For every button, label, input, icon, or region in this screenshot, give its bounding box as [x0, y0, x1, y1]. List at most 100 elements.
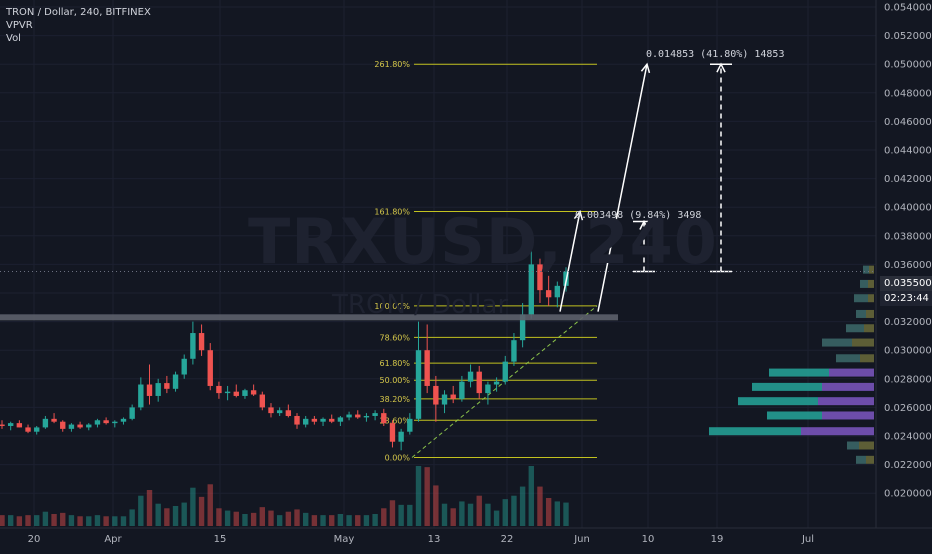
volume-bar — [60, 512, 66, 526]
volume-profile-up — [822, 338, 852, 347]
volume-bar — [250, 512, 257, 526]
volume-bar — [94, 515, 101, 526]
resistance-band — [0, 314, 618, 321]
volume-bar — [537, 486, 543, 526]
price-tick-label: 0.032000 — [884, 317, 932, 328]
price-tick-label: 0.040000 — [884, 203, 932, 214]
candle-body — [545, 290, 552, 298]
volume-bar — [485, 503, 491, 526]
candle-body — [0, 424, 5, 426]
volume-bar — [467, 503, 474, 526]
volume-bar — [459, 501, 465, 526]
vpvr-indicator-label[interactable]: VPVR — [6, 20, 33, 31]
time-tick-label: Jun — [573, 534, 590, 545]
candle-body — [233, 391, 239, 396]
candle-body — [16, 423, 23, 428]
volume-bar — [172, 506, 179, 526]
candle-body — [459, 381, 465, 399]
candle-body — [138, 384, 144, 408]
candle-body — [259, 394, 265, 408]
candle-body — [198, 333, 205, 351]
candle-body — [86, 424, 92, 428]
volume-indicator-label[interactable]: Vol — [6, 33, 21, 44]
volume-bar — [433, 485, 439, 526]
volume-profile-up — [709, 427, 801, 436]
candle-body — [450, 394, 456, 399]
candle-body — [120, 418, 127, 422]
fib-level-label: 100.00% — [374, 302, 410, 311]
candle-body — [112, 421, 118, 424]
candle-body — [172, 374, 179, 389]
candle-body — [190, 333, 196, 359]
candle-body — [294, 415, 300, 425]
price-tick-label: 0.030000 — [884, 346, 932, 357]
volume-bar — [146, 490, 153, 526]
volume-profile-down — [818, 397, 874, 406]
candle-body — [441, 394, 448, 405]
measure-big-head — [716, 62, 726, 73]
time-tick-label: May — [334, 534, 355, 545]
candle-body — [103, 420, 109, 424]
candle-body — [25, 427, 31, 432]
volume-profile-up — [847, 441, 859, 450]
volume-bar — [554, 501, 561, 526]
candle-body — [207, 350, 213, 386]
volume-bar — [285, 511, 292, 526]
volume-bar — [450, 508, 456, 526]
candle-body — [476, 371, 482, 394]
volume-bar — [0, 515, 5, 526]
grid-lines — [0, 0, 876, 528]
volume-profile-down — [864, 324, 874, 333]
volume-bar — [190, 487, 196, 526]
symbol-title[interactable]: TRON / Dollar, 240, BITFINEX — [6, 7, 151, 18]
volume-profile — [709, 265, 874, 464]
candle-body — [146, 384, 153, 396]
volume-profile-down — [829, 368, 874, 377]
candle-body — [363, 415, 370, 418]
time-axis[interactable]: 20 Apr 15 May 13 22 Jun 10 19 Jul — [0, 527, 932, 545]
candle-body — [242, 390, 248, 396]
target-big-label: 0.014853 (41.80%) 14853 — [646, 49, 785, 60]
fib-level-label: 0.00% — [385, 453, 411, 462]
volume-bar — [329, 515, 335, 526]
candle-body — [51, 418, 57, 422]
volume-profile-up — [769, 368, 829, 377]
price-axis-bg — [876, 0, 932, 550]
volume-bar — [303, 512, 309, 526]
candle-body — [381, 413, 387, 424]
time-tick-label: Apr — [104, 534, 122, 545]
price-tick-label: 0.024000 — [884, 432, 932, 443]
volume-profile-down — [822, 382, 874, 391]
volume-profile-up — [856, 309, 866, 318]
fib-level-label: 161.80% — [374, 207, 410, 216]
volume-bar — [77, 516, 83, 526]
fibonacci-retracement[interactable]: 0.00% 23.60% 38.20% 50.00% 61.80% 78.60% 100.0… — [374, 60, 598, 462]
volume-bar — [120, 516, 127, 526]
volume-profile-down — [868, 294, 874, 303]
volume-profile-down — [869, 265, 874, 274]
candle-body — [34, 427, 40, 432]
volume-profile-up — [836, 354, 860, 363]
volume-bar — [242, 514, 248, 526]
volume-bar — [398, 504, 404, 526]
candle-body — [250, 390, 257, 395]
drawings[interactable] — [0, 62, 876, 321]
volume-profile-down — [852, 338, 874, 347]
price-axis[interactable]: 0.054000 0.052000 0.050000 0.048000 0.046000… — [875, 0, 932, 550]
price-tick-label: 0.048000 — [884, 88, 932, 99]
price-tick-label: 0.036000 — [884, 260, 932, 271]
volume-bar — [545, 498, 552, 526]
candle-body — [181, 358, 187, 375]
volume-bar — [155, 503, 161, 526]
candle-body — [60, 421, 66, 429]
candle-body — [224, 391, 231, 394]
volume-bar — [320, 515, 326, 526]
time-tick-label: 20 — [28, 534, 41, 545]
volume-bar — [198, 496, 205, 526]
candle-body — [502, 361, 508, 382]
volume-bar — [207, 484, 213, 526]
time-tick-label: 19 — [711, 534, 724, 545]
volume-bar — [563, 502, 569, 526]
